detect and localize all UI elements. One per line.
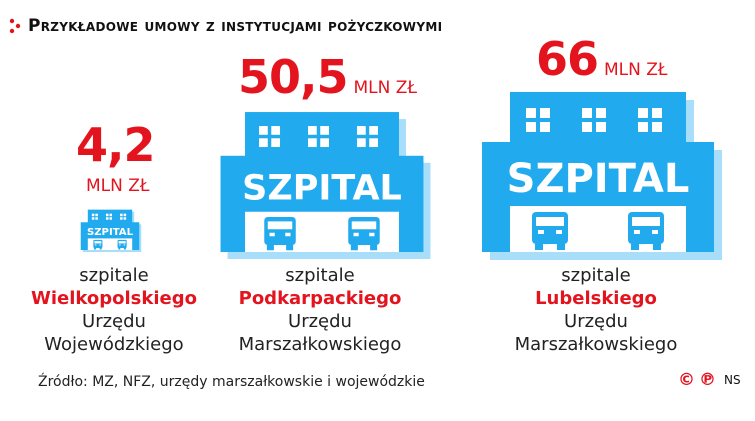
caption-region: Podkarpackiego bbox=[238, 288, 402, 309]
caption-lubelskie: szpitale Lubelskiego Urzędu Marszałkowsk… bbox=[486, 264, 706, 356]
building-label: SZPITAL bbox=[87, 227, 134, 238]
caption-prefix: szpitale bbox=[285, 265, 355, 286]
window-icon bbox=[638, 108, 662, 132]
author-initials: NS bbox=[724, 373, 741, 387]
window-icon bbox=[91, 213, 98, 220]
window-icon bbox=[308, 126, 329, 148]
window-icon bbox=[120, 213, 127, 220]
value-label-wielkopolskie: 4,2 bbox=[76, 118, 155, 172]
window-icon bbox=[582, 108, 606, 132]
unit-text: MLN ZŁ bbox=[86, 176, 150, 196]
unit-text: MLN ZŁ bbox=[353, 78, 417, 98]
value-number: 4,2 bbox=[76, 118, 155, 172]
building-icon-wielkopolskie: SZPITAL bbox=[80, 209, 142, 253]
caption-office-line-2: Wojewódzkiego bbox=[44, 334, 184, 355]
ambulance-icon bbox=[117, 239, 127, 250]
unit-label-wielkopolskie: MLN ZŁ bbox=[86, 176, 149, 196]
source-note: Źródło: MZ, NFZ, urzędy marszałkowskie i… bbox=[38, 374, 425, 390]
window-icon bbox=[356, 126, 378, 148]
phonogram-icon: ℗ bbox=[699, 370, 716, 390]
caption-office-line-1: Urzędu bbox=[82, 311, 146, 332]
chart-title: Przykładowe umowy z instytucjami pożyczk… bbox=[28, 16, 443, 36]
ambulance-icon bbox=[264, 217, 296, 251]
caption-wielkopolskie: szpitale Wielkopolskiego Urzędu Wojewódz… bbox=[4, 264, 224, 356]
copyright: © ℗ NS bbox=[678, 370, 741, 390]
building-label: SZPITAL bbox=[242, 169, 402, 209]
title-bullet-icon bbox=[9, 18, 21, 34]
caption-office-line-2: Marszałkowskiego bbox=[238, 334, 402, 355]
caption-podkarpackie: szpitale Podkarpackiego Urzędu Marszałko… bbox=[210, 264, 430, 356]
value-number: 66 bbox=[536, 32, 599, 86]
value-label-lubelskie: 66 MLN ZŁ bbox=[536, 32, 667, 86]
ambulance-icon bbox=[93, 239, 103, 250]
window-icon bbox=[259, 126, 281, 148]
unit-text: MLN ZŁ bbox=[604, 60, 668, 80]
portico bbox=[87, 238, 133, 250]
caption-prefix: szpitale bbox=[561, 265, 631, 286]
caption-prefix: szpitale bbox=[79, 265, 149, 286]
window-icon bbox=[526, 108, 550, 132]
ambulance-icon bbox=[532, 212, 568, 250]
building-icon-podkarpackie: SZPITAL bbox=[220, 112, 431, 259]
caption-office-line-1: Urzędu bbox=[288, 311, 352, 332]
caption-office-line-1: Urzędu bbox=[564, 311, 628, 332]
caption-region: Lubelskiego bbox=[535, 288, 657, 309]
ambulance-icon bbox=[348, 217, 380, 251]
value-label-podkarpackie: 50,5 MLN ZŁ bbox=[238, 50, 417, 104]
value-number: 50,5 bbox=[238, 50, 348, 104]
caption-office-line-2: Marszałkowskiego bbox=[514, 334, 678, 355]
building-icon-lubelskie: SZPITAL bbox=[482, 92, 722, 260]
ambulance-icon bbox=[628, 212, 664, 250]
copyright-icon: © bbox=[678, 370, 695, 390]
caption-region: Wielkopolskiego bbox=[31, 288, 197, 309]
window-icon bbox=[105, 213, 113, 220]
building-label: SZPITAL bbox=[507, 156, 690, 202]
